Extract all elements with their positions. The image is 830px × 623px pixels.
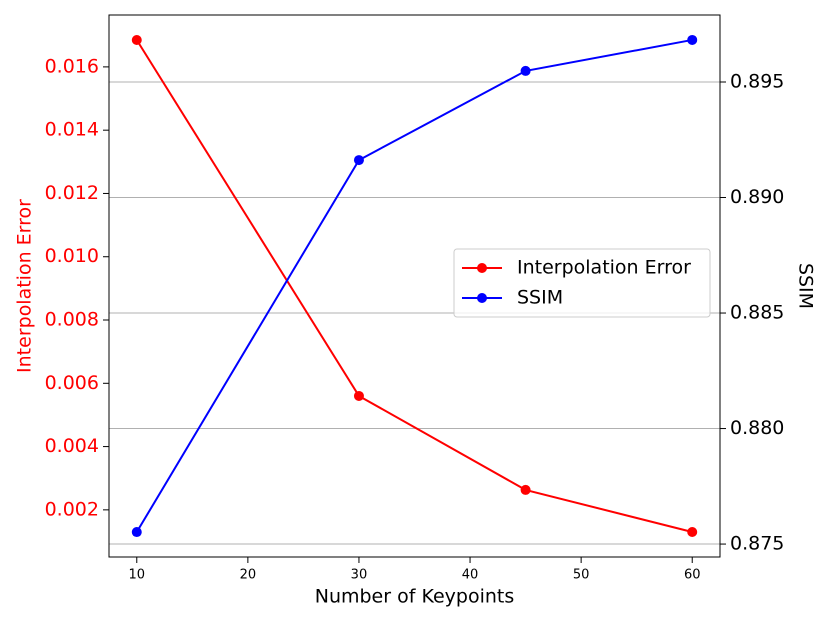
y2-tick-label: 0.895	[730, 70, 784, 92]
y-tick-label: 0.006	[45, 372, 99, 394]
y2-tick-label: 0.885	[730, 302, 784, 324]
x-tick-label: 50	[573, 568, 590, 583]
y-axis-label: Interpolation Error	[14, 199, 36, 373]
data-point	[687, 527, 698, 538]
y2-tick-label: 0.875	[730, 533, 784, 555]
y-tick-label: 0.016	[45, 55, 99, 77]
y-tick-label: 0.004	[45, 435, 99, 457]
x-tick-label: 30	[351, 568, 368, 583]
y-tick-label: 0.014	[45, 119, 99, 141]
plot-frame	[108, 14, 721, 558]
legend-label: Interpolation Error	[517, 257, 691, 279]
data-point	[131, 34, 142, 45]
series-line	[135, 38, 693, 533]
y-tick-label: 0.002	[45, 498, 99, 520]
data-point	[520, 65, 531, 76]
y-tick-label: 0.012	[45, 182, 99, 204]
data-point	[353, 390, 364, 401]
legend-label: SSIM	[517, 287, 563, 309]
legend-marker	[477, 263, 487, 273]
data-point	[353, 155, 364, 166]
y2-axis-label: SSIM	[795, 263, 817, 309]
x-tick-label: 10	[128, 568, 145, 583]
x-tick-label: 60	[684, 568, 701, 583]
y-tick-label: 0.008	[45, 309, 99, 331]
x-axis-label: Number of Keypoints	[315, 586, 515, 608]
data-point	[520, 484, 531, 495]
x-tick-label: 40	[462, 568, 479, 583]
data-point	[131, 527, 142, 538]
data-point	[687, 34, 698, 45]
y2-tick-label: 0.880	[730, 417, 784, 439]
legend-box	[453, 248, 711, 318]
y-tick-label: 0.010	[45, 245, 99, 267]
series-line	[135, 39, 693, 533]
x-tick-label: 20	[240, 568, 257, 583]
y2-tick-label: 0.890	[730, 186, 784, 208]
legend-marker	[477, 293, 487, 303]
